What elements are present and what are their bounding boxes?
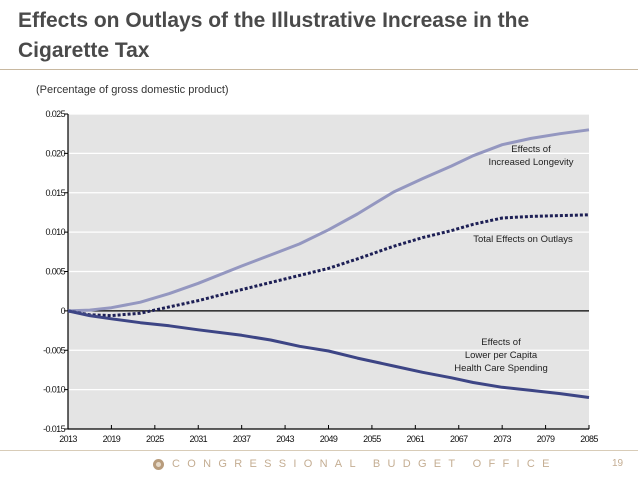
annotation-line: Lower per Capita <box>465 350 538 361</box>
cbo-seal-icon <box>153 459 164 470</box>
y-tick-label: 0.025 <box>45 109 65 119</box>
x-tick-label: 2049 <box>320 434 338 444</box>
line-chart: 0.025 0.020 0.015 0.010 0.005 0 -0.005 -0.010 -0… <box>43 109 599 444</box>
y-tick-label: 0.010 <box>45 227 65 237</box>
x-tick-label: 2037 <box>233 434 251 444</box>
series-lines <box>67 128 590 399</box>
series-annotations: Effects of Increased Longevity Total Effec… <box>454 144 574 374</box>
x-tick-label: 2031 <box>189 434 207 444</box>
x-tick-label: 2055 <box>363 434 381 444</box>
series-line-increased-longevity <box>67 128 590 313</box>
annotation-lower-spending: Effects of Lower per Capita Health Care Sp… <box>454 337 547 374</box>
chart-unit-label: (Percentage of gross domestic product) <box>36 84 229 96</box>
series-line-lower-spending <box>67 309 590 399</box>
page-number: 19 <box>612 458 624 469</box>
x-tick-label: 2073 <box>493 434 511 444</box>
y-tick-label: 0.005 <box>45 267 65 277</box>
annotation-line: Total Effects on Outlays <box>473 234 573 245</box>
x-tick-label: 2079 <box>537 434 555 444</box>
y-axis-ticks: 0.025 0.020 0.015 0.010 0.005 0 -0.005 -0.010 -0… <box>43 109 68 434</box>
annotation-increased-longevity: Effects of Increased Longevity <box>488 144 573 168</box>
y-tick-label: 0.015 <box>45 188 65 198</box>
annotation-line: Effects of <box>511 144 551 155</box>
slide-title: Effects on Outlays of the Illustrative I… <box>18 9 530 62</box>
y-tick-label: 0.020 <box>45 148 65 158</box>
x-tick-label: 2067 <box>450 434 468 444</box>
x-tick-label: 2061 <box>407 434 425 444</box>
y-tick-label: 0 <box>61 306 66 316</box>
x-tick-label: 2019 <box>103 434 121 444</box>
annotation-line: Health Care Spending <box>454 363 547 374</box>
x-axis-ticks: 2013 2019 2025 2031 2037 2043 2049 2055 2061 2067… <box>59 425 599 444</box>
annotation-line: Effects of <box>481 337 521 348</box>
x-tick-label: 2085 <box>580 434 598 444</box>
annotation-line: Increased Longevity <box>488 157 573 168</box>
y-tick-label: -0.005 <box>43 345 66 355</box>
y-tick-label: -0.015 <box>43 424 66 434</box>
annotation-total-effects: Total Effects on Outlays <box>473 234 573 245</box>
x-tick-label: 2043 <box>276 434 294 444</box>
footer-divider <box>0 450 638 451</box>
title-divider <box>0 69 638 70</box>
x-tick-label: 2013 <box>59 434 77 444</box>
series-line-total-effects <box>67 213 590 318</box>
y-tick-label: -0.010 <box>43 385 66 395</box>
x-tick-label: 2025 <box>146 434 164 444</box>
footer-organization: CONGRESSIONAL BUDGET OFFICE <box>172 458 557 470</box>
